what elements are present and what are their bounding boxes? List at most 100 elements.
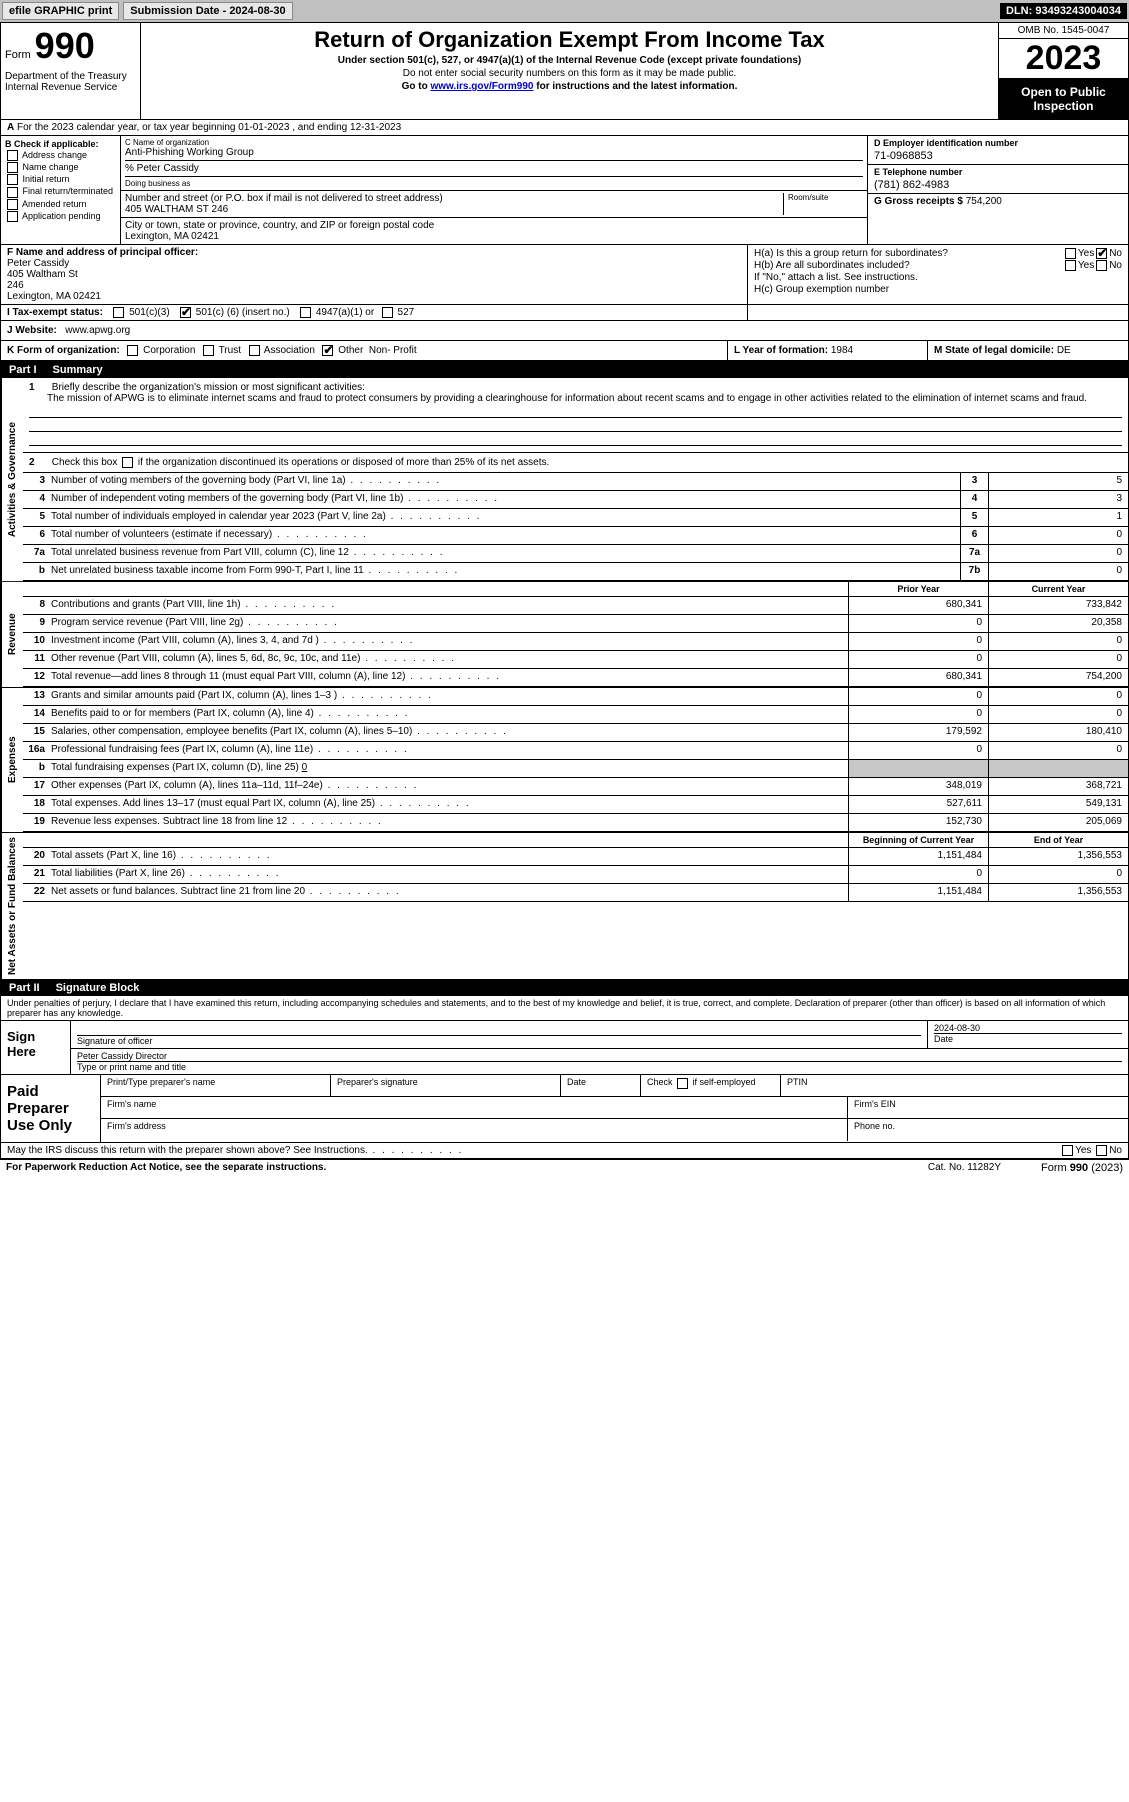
header-mid: Return of Organization Exempt From Incom…: [141, 23, 998, 119]
perjury-statement: Under penalties of perjury, I declare th…: [1, 996, 1128, 1021]
header-right: OMB No. 1545-0047 2023 Open to Public In…: [998, 23, 1128, 119]
line-val: 3: [988, 491, 1128, 508]
line-num: 18: [23, 796, 47, 813]
discuss-no[interactable]: [1096, 1145, 1107, 1156]
discuss-text: May the IRS discuss this return with the…: [7, 1145, 368, 1156]
address: 405 WALTHAM ST 246: [125, 204, 783, 215]
efile-btn[interactable]: efile GRAPHIC print: [2, 2, 119, 20]
check-trust[interactable]: [203, 345, 214, 356]
c-name-block: C Name of organization Anti-Phishing Wor…: [121, 136, 867, 191]
b-label: B Check if applicable:: [5, 139, 99, 149]
check-assoc[interactable]: [249, 345, 260, 356]
ha-no[interactable]: [1096, 248, 1107, 259]
section-b: B Check if applicable: Address change Na…: [1, 136, 121, 244]
ein-label: D Employer identification number: [874, 138, 1122, 148]
form-title: Return of Organization Exempt From Incom…: [145, 27, 994, 53]
line-desc: Grants and similar amounts paid (Part IX…: [47, 688, 848, 705]
irs-link[interactable]: www.irs.gov/Form990: [430, 81, 533, 92]
check-corp[interactable]: [127, 345, 138, 356]
org-name: Anti-Phishing Working Group: [125, 147, 863, 158]
line-num: 15: [23, 724, 47, 741]
line-num: 16a: [23, 742, 47, 759]
line-desc: Total assets (Part X, line 16): [47, 848, 848, 865]
prior-val: 0: [848, 633, 988, 650]
ha-yes[interactable]: [1065, 248, 1076, 259]
line-num: 14: [23, 706, 47, 723]
expenses-section: Expenses 13 Grants and similar amounts p…: [1, 688, 1128, 833]
l-label: L Year of formation:: [734, 345, 828, 356]
officer-city: Lexington, MA 02421: [7, 291, 741, 302]
sign-here-label: Sign Here: [1, 1021, 71, 1074]
firm-addr-label: Firm's address: [101, 1119, 848, 1141]
preparer-block: Paid Preparer Use Only Print/Type prepar…: [1, 1075, 1128, 1143]
firm-ein-label: Firm's EIN: [848, 1097, 1128, 1118]
line-num: 11: [23, 651, 47, 668]
current-val: 0: [988, 742, 1128, 759]
prior-val: 1,151,484: [848, 848, 988, 865]
check-final-return[interactable]: [7, 187, 18, 198]
subtitle-2: Do not enter social security numbers on …: [145, 68, 994, 79]
check-app-pending[interactable]: [7, 211, 18, 222]
form-word: Form: [5, 49, 31, 61]
prior-val: 0: [848, 615, 988, 632]
gov-line-5: 5 Total number of individuals employed i…: [23, 509, 1128, 527]
line-desc: Contributions and grants (Part VIII, lin…: [47, 597, 848, 614]
website-value: www.apwg.org: [65, 325, 130, 336]
k-opt-1: Trust: [219, 345, 241, 356]
hb-no[interactable]: [1096, 260, 1107, 271]
tax-year: 2023: [999, 39, 1128, 79]
city-label: City or town, state or province, country…: [125, 220, 863, 231]
preparer-label: Paid Preparer Use Only: [1, 1075, 101, 1142]
discuss-row: May the IRS discuss this return with the…: [1, 1143, 1128, 1159]
check-initial-return[interactable]: [7, 174, 18, 185]
blank-line: [29, 420, 1122, 432]
line-desc: Program service revenue (Part VIII, line…: [47, 615, 848, 632]
no-3: No: [1109, 1145, 1122, 1156]
line-num: 22: [23, 884, 47, 901]
line-desc: Total liabilities (Part X, line 26): [47, 866, 848, 883]
check-discontinued[interactable]: [122, 457, 133, 468]
line-10: 10 Investment income (Part VIII, column …: [23, 633, 1128, 651]
tel-label: E Telephone number: [874, 167, 1122, 177]
line-num: 21: [23, 866, 47, 883]
check-name-change[interactable]: [7, 162, 18, 173]
current-val: 733,842: [988, 597, 1128, 614]
check-501c[interactable]: [180, 307, 191, 318]
goto-post: for instructions and the latest informat…: [533, 81, 737, 92]
line-16b: b Total fundraising expenses (Part IX, c…: [23, 760, 1128, 778]
line-box: 6: [960, 527, 988, 544]
discuss-yes[interactable]: [1062, 1145, 1073, 1156]
mission-label: Briefly describe the organization's miss…: [52, 382, 365, 393]
l-val: 1984: [831, 345, 853, 356]
line-11: 11 Other revenue (Part VIII, column (A),…: [23, 651, 1128, 669]
m-label: M State of legal domicile:: [934, 345, 1054, 356]
col-begin: Beginning of Current Year: [848, 833, 988, 847]
sign-here-block: Sign Here Signature of officer 2024-08-3…: [1, 1021, 1128, 1075]
c-city-block: City or town, state or province, country…: [121, 218, 867, 244]
prior-val: 0: [848, 706, 988, 723]
date-label: Date: [934, 1033, 1122, 1044]
line-desc: Total fundraising expenses (Part IX, col…: [47, 760, 848, 777]
check-other[interactable]: [322, 345, 333, 356]
check-self-employed[interactable]: [677, 1078, 688, 1089]
check-4947[interactable]: [300, 307, 311, 318]
tax-year-range: For the 2023 calendar year, or tax year …: [17, 122, 401, 133]
line-2-num: 2: [29, 457, 49, 468]
line-num: 5: [23, 509, 47, 526]
line-desc: Total expenses. Add lines 13–17 (must eq…: [47, 796, 848, 813]
line-val: 0: [988, 527, 1128, 544]
line-num: 9: [23, 615, 47, 632]
check-501c3[interactable]: [113, 307, 124, 318]
line-2-text: Check this box if the organization disco…: [52, 457, 550, 468]
hb-yes[interactable]: [1065, 260, 1076, 271]
line-20: 20 Total assets (Part X, line 16) 1,151,…: [23, 848, 1128, 866]
col-prior: Prior Year: [848, 582, 988, 596]
vtab-revenue: Revenue: [1, 582, 23, 687]
check-address-change[interactable]: [7, 150, 18, 161]
line-num: 17: [23, 778, 47, 795]
check-527[interactable]: [382, 307, 393, 318]
line-num: b: [23, 760, 47, 777]
part2-header: Part II Signature Block: [1, 980, 1128, 996]
line-desc: Net assets or fund balances. Subtract li…: [47, 884, 848, 901]
check-amended[interactable]: [7, 199, 18, 210]
